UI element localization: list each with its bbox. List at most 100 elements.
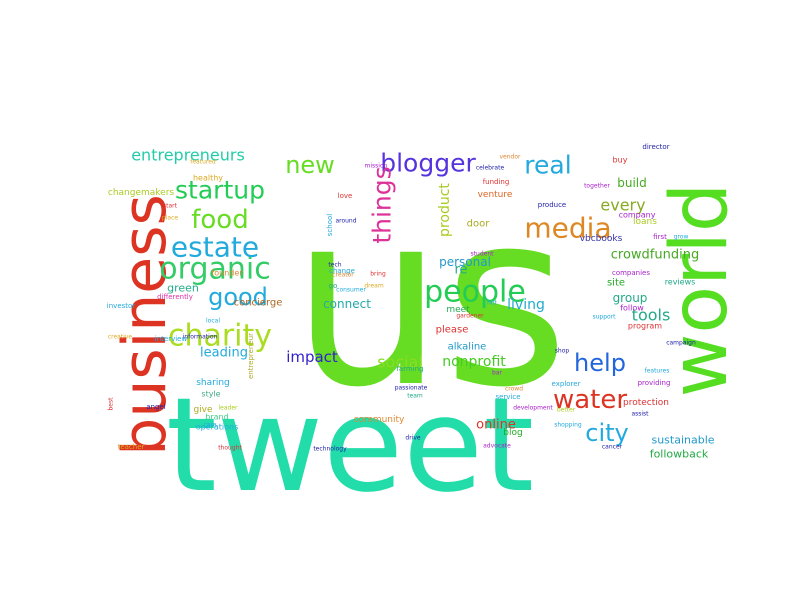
cloud-word: site — [607, 278, 625, 289]
cloud-word: city — [585, 419, 628, 447]
cloud-word: school — [326, 214, 334, 236]
cloud-word: cancer — [602, 444, 623, 451]
cloud-word: reviews — [665, 278, 696, 287]
cloud-word: go — [329, 282, 338, 290]
cloud-word: bring — [370, 271, 386, 278]
cloud-word: differently — [157, 293, 193, 301]
cloud-word: providing — [638, 379, 671, 387]
cloud-word: company — [619, 211, 656, 220]
cloud-word: impact — [286, 348, 338, 366]
cloud-word: alkaline — [448, 342, 487, 353]
cloud-word: real — [524, 151, 571, 180]
cloud-word: support — [592, 314, 616, 321]
cloud-word: style — [201, 390, 220, 399]
cloud-word: passionate — [395, 385, 428, 392]
cloud-word: sustainable — [651, 434, 714, 447]
cloud-word: changemakers — [108, 188, 175, 198]
cloud-word: business — [110, 194, 180, 456]
cloud-word: help — [574, 349, 626, 377]
cloud-word: good — [208, 283, 268, 311]
cloud-word: things — [368, 166, 397, 243]
cloud-word: charity — [168, 319, 272, 354]
cloud-word: local — [206, 318, 220, 325]
cloud-word: venture — [478, 190, 513, 200]
cloud-word: connect — [323, 297, 371, 311]
cloud-word: door — [467, 219, 491, 230]
cloud-word: consumer — [336, 287, 366, 294]
cloud-word: teacher — [118, 443, 145, 451]
cloud-word: followback — [650, 448, 709, 461]
cloud-word: around — [335, 218, 356, 225]
cloud-word: tech — [328, 262, 341, 269]
cloud-word: please — [436, 325, 469, 336]
cloud-word: crowd — [505, 386, 523, 393]
cloud-word: meet — [446, 305, 470, 315]
cloud-word: shop — [555, 348, 570, 355]
cloud-word: mission — [365, 163, 388, 170]
cloud-word: service — [495, 393, 520, 401]
cloud-word: place — [162, 215, 178, 222]
cloud-word: student — [471, 251, 495, 258]
cloud-word: care — [203, 422, 216, 429]
cloud-word: every — [600, 196, 645, 215]
cloud-word: assist — [631, 411, 649, 418]
cloud-word: development — [513, 405, 553, 412]
cloud-word: technology — [313, 446, 347, 453]
cloud-word: re — [454, 263, 467, 278]
cloud-word: angel — [146, 403, 165, 411]
cloud-word: investor — [107, 302, 136, 310]
cloud-word: dream — [364, 283, 384, 290]
cloud-word: best — [108, 397, 115, 411]
cloud-word: funding — [483, 178, 510, 186]
cloud-word: community — [354, 415, 405, 425]
cloud-word: drive — [405, 435, 420, 442]
cloud-word: living — [507, 297, 545, 313]
cloud-word: social — [377, 353, 423, 372]
cloud-word: online — [476, 418, 516, 433]
cloud-word: advocate — [483, 443, 511, 450]
cloud-word: concierge — [234, 298, 283, 309]
cloud-word: creator — [332, 272, 354, 279]
cloud-word: featured — [190, 159, 216, 166]
cloud-word: personal — [439, 255, 491, 269]
cloud-word: group — [613, 291, 648, 305]
cloud-word: startup — [175, 176, 265, 205]
cloud-word: hot — [487, 300, 497, 307]
cloud-word: water — [553, 385, 627, 415]
cloud-word: crowdfunding — [611, 248, 699, 263]
cloud-word: brand — [205, 413, 228, 422]
cloud-word: bar — [492, 370, 502, 377]
cloud-word: world — [655, 183, 745, 398]
cloud-word: green — [167, 282, 199, 295]
cloud-word: love — [338, 192, 353, 200]
cloud-word: team — [407, 393, 423, 400]
cloud-word: vendor — [500, 154, 522, 161]
cloud-word: entrepreneur — [247, 333, 255, 379]
cloud-word: healthy — [193, 174, 223, 183]
cloud-word: celebrate — [476, 165, 505, 172]
cloud-word: founder — [211, 269, 243, 278]
cloud-word: leading — [200, 346, 248, 361]
cloud-word: sharing — [196, 378, 230, 388]
cloud-word: first — [653, 233, 667, 241]
cloud-word: grow — [674, 234, 689, 241]
cloud-word: us — [291, 160, 568, 440]
cloud-word: buy — [613, 156, 628, 165]
cloud-word: interview — [155, 335, 188, 343]
cloud-word: people — [424, 275, 526, 310]
cloud-word: produce — [538, 201, 567, 209]
cloud-word: leader — [218, 405, 238, 412]
cloud-word: nonprofit — [442, 354, 506, 370]
cloud-word: creative — [108, 334, 133, 341]
cloud-word: start — [163, 203, 178, 210]
cloud-word: protection — [623, 398, 669, 408]
cloud-word: organic — [159, 252, 270, 287]
cloud-word: food — [191, 205, 248, 235]
cloud-word: campaign — [666, 340, 696, 347]
cloud-word: shopping — [554, 422, 582, 429]
cloud-word: vbcbooks — [580, 234, 623, 244]
cloud-word: loans — [633, 217, 657, 227]
cloud-word: estate — [171, 231, 259, 264]
cloud-word: product — [437, 183, 453, 237]
